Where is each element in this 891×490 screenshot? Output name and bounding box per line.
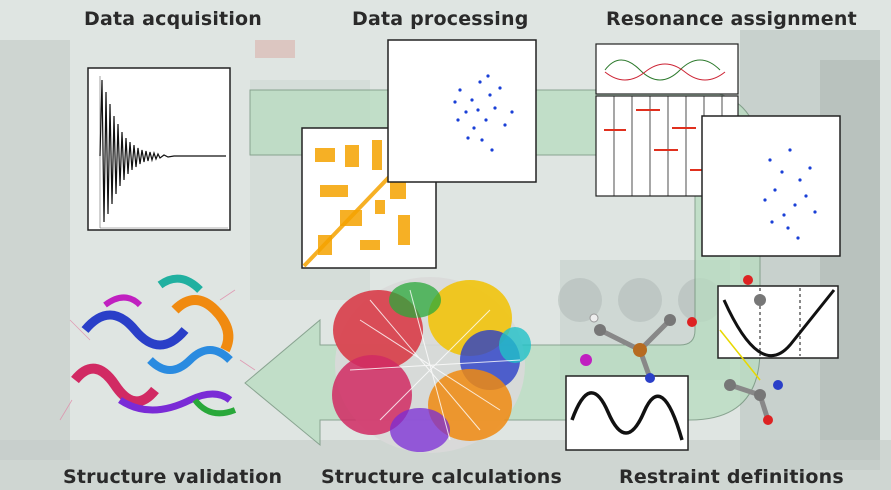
label-data-acquisition: Data acquisition [84,8,263,30]
label-data-processing: Data processing [352,8,529,30]
sequence-panel [595,43,739,95]
assigned-hsqc [701,115,841,257]
label-structure-calculations: Structure calculations [321,466,563,488]
label-restraint-definitions: Restraint definitions [619,466,844,488]
assigned-peaks [763,148,817,240]
dihedral-plot [565,375,689,451]
label-structure-validation: Structure validation [63,466,283,488]
hsqc-peaks [453,74,514,152]
potential-well-plot [717,285,839,359]
fid-signal [99,79,226,223]
molecule-fragments [580,275,783,425]
label-resonance-assignment: Resonance assignment [606,8,857,30]
noesy-peaks [315,140,424,255]
